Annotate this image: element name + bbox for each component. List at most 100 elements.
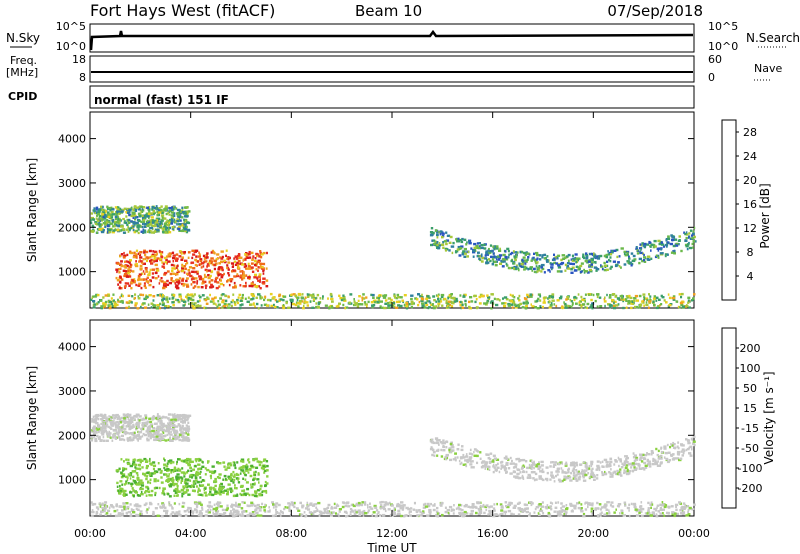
- cell-arc-evening: [557, 266, 562, 269]
- cell-near-range: [218, 513, 222, 516]
- cell-near-range: [500, 505, 504, 508]
- cell-cloud-04: [158, 249, 161, 253]
- cell-near-range: [569, 298, 572, 302]
- cell-arc-evening: [497, 258, 501, 261]
- cell-near-range: [335, 504, 340, 507]
- cell-upper-morning: [172, 420, 175, 423]
- cell-arc-evening: [466, 255, 469, 258]
- cell-upper-morning: [161, 437, 165, 441]
- cell-arc-evening: [626, 468, 629, 472]
- cell-upper-morning: [141, 210, 144, 213]
- cell-upper-morning: [110, 417, 112, 420]
- cell-upper-morning: [117, 218, 120, 221]
- cell-cloud-04: [196, 280, 199, 283]
- cell-arc-evening: [565, 255, 569, 258]
- cell-near-range: [410, 302, 414, 306]
- cell-near-range: [249, 298, 252, 301]
- cell-upper-morning: [129, 439, 134, 442]
- cell-arc-evening: [664, 243, 669, 247]
- cell-cloud-04: [195, 255, 198, 258]
- cell-arc-evening: [587, 260, 591, 263]
- cell-upper-morning: [101, 208, 104, 212]
- cell-upper-morning: [186, 427, 191, 431]
- cell-arc-evening: [628, 257, 631, 260]
- cell-arc-evening: [606, 260, 609, 263]
- cell-near-range: [654, 509, 658, 512]
- cell-arc-evening: [472, 249, 476, 253]
- cell-near-range: [304, 507, 309, 510]
- cell-upper-morning: [131, 433, 134, 436]
- cell-near-range: [182, 300, 186, 303]
- cell-cloud-04: [147, 487, 150, 490]
- cell-near-range: [344, 504, 348, 508]
- cell-near-range: [666, 511, 669, 515]
- cell-cloud-04: [133, 278, 136, 281]
- cell-near-range: [690, 299, 693, 302]
- cell-upper-morning: [171, 206, 174, 209]
- cell-near-range: [97, 293, 100, 297]
- cell-near-range: [298, 513, 302, 516]
- cell-near-range: [165, 298, 169, 301]
- cell-near-range: [636, 305, 639, 309]
- cell-cloud-04: [181, 268, 185, 271]
- cell-cloud-04: [204, 494, 208, 497]
- cell-cloud-04: [180, 481, 182, 484]
- cell-cloud-04: [135, 472, 139, 475]
- cell-cloud-04: [244, 493, 247, 497]
- cell-near-range: [567, 304, 570, 308]
- cell-cloud-04: [233, 461, 236, 465]
- cell-near-range: [209, 509, 212, 512]
- cell-near-range: [333, 502, 336, 506]
- cell-upper-morning: [187, 421, 190, 424]
- cell-cloud-04: [142, 270, 145, 273]
- cell-cloud-04: [169, 461, 173, 465]
- cell-near-range: [292, 293, 296, 296]
- cell-cloud-04: [239, 284, 242, 287]
- cell-near-range: [352, 504, 356, 508]
- cell-near-range: [360, 503, 363, 507]
- cell-arc-evening: [514, 258, 517, 262]
- cell-upper-morning: [138, 208, 141, 211]
- cell-cloud-04: [140, 459, 144, 462]
- cell-near-range: [400, 514, 403, 518]
- cell-near-range: [639, 505, 643, 508]
- cell-arc-evening: [620, 247, 624, 250]
- cell-near-range: [653, 303, 656, 307]
- cell-upper-morning: [98, 228, 102, 231]
- cell-arc-evening: [559, 461, 563, 464]
- cell-near-range: [606, 293, 608, 297]
- cell-arc-evening: [658, 242, 662, 246]
- cell-near-range: [395, 296, 399, 300]
- cell-cloud-04: [150, 279, 152, 283]
- cell-cloud-04: [121, 483, 123, 486]
- cell-arc-evening: [611, 250, 614, 253]
- cell-near-range: [608, 304, 612, 307]
- cell-upper-morning: [150, 221, 153, 224]
- cell-cloud-04: [186, 479, 189, 482]
- cell-near-range: [495, 303, 499, 307]
- cell-cloud-04: [172, 260, 174, 263]
- cell-arc-evening: [487, 249, 489, 252]
- cell-near-range: [659, 304, 661, 307]
- cell-cloud-04: [194, 458, 197, 461]
- cell-cloud-04: [142, 262, 145, 265]
- cell-near-range: [555, 304, 558, 308]
- cell-cloud-04: [223, 465, 226, 468]
- cell-near-range: [328, 510, 331, 513]
- cell-upper-morning: [175, 207, 178, 210]
- cell-near-range: [659, 506, 662, 510]
- cell-near-range: [377, 296, 380, 300]
- cell-near-range: [217, 306, 221, 310]
- cell-cloud-04: [184, 460, 187, 463]
- cell-upper-morning: [134, 218, 137, 221]
- cell-cloud-04: [224, 260, 227, 264]
- cell-near-range: [560, 502, 563, 505]
- cell-upper-morning: [142, 206, 146, 209]
- cell-cloud-04: [163, 271, 168, 275]
- cell-near-range: [117, 298, 119, 302]
- cell-upper-morning: [138, 419, 141, 422]
- cell-near-range: [492, 514, 496, 518]
- cell-near-range: [345, 515, 348, 518]
- cell-near-range: [241, 510, 246, 513]
- cell-near-range: [546, 504, 549, 507]
